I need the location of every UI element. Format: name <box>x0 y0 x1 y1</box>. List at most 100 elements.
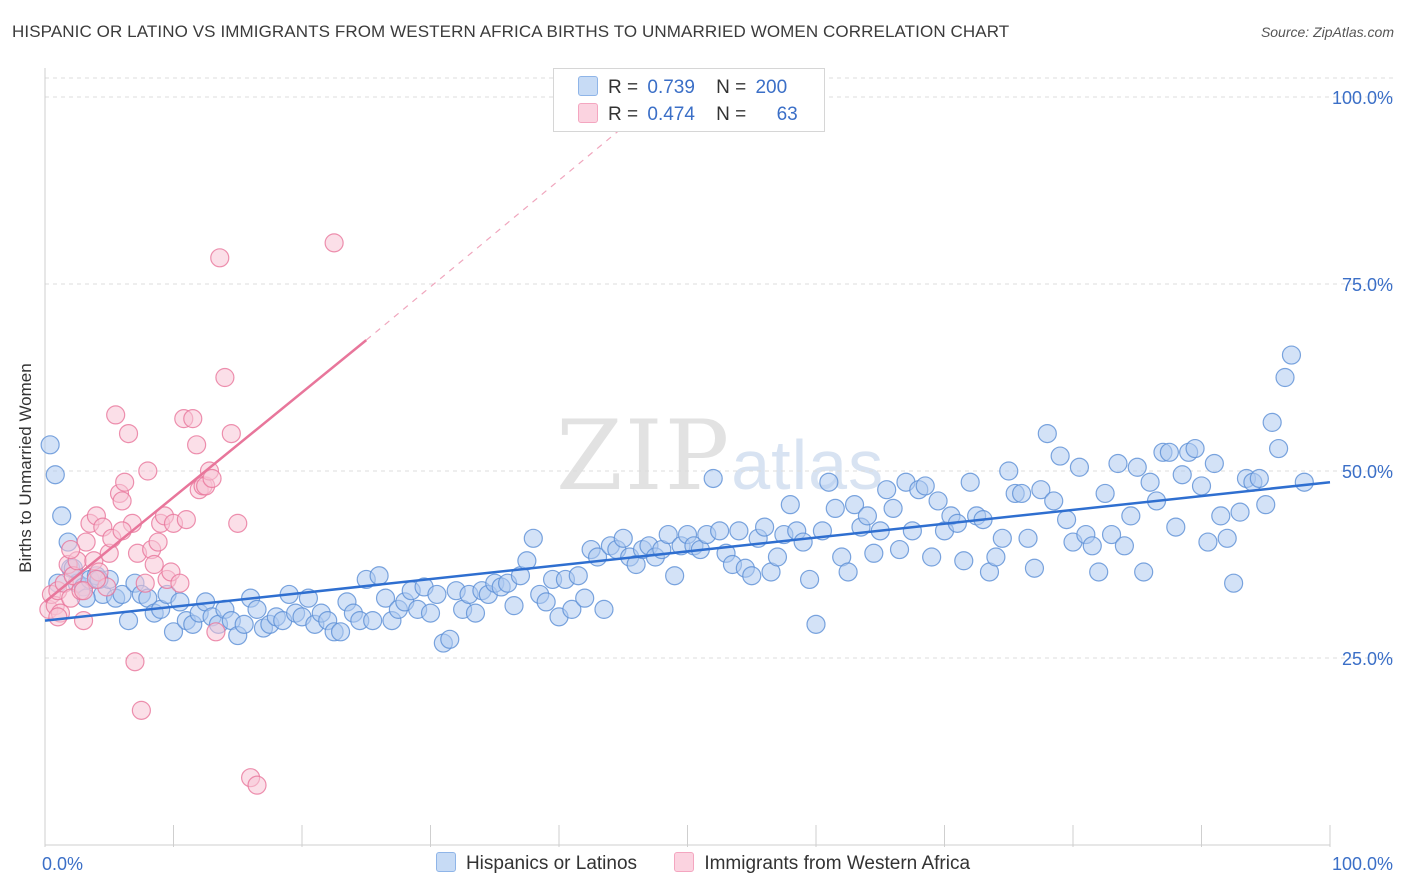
hispanic-point <box>1082 536 1102 556</box>
hispanic-point <box>992 528 1012 548</box>
y-tick-label: 100.0% <box>1332 88 1393 108</box>
hispanic-point <box>1114 536 1135 556</box>
legend-r-value: 0.474 <box>647 104 695 125</box>
western-africa-point <box>61 539 81 560</box>
hispanic-point <box>427 584 447 605</box>
hispanic-point <box>568 566 588 586</box>
western-africa-point <box>73 610 94 631</box>
hispanic-point <box>1050 446 1070 466</box>
hispanic-point <box>658 524 678 545</box>
source-label: Source: ZipAtlas.com <box>1260 24 1394 40</box>
legend-row-hispanic: R = 0.739 N = 200 <box>578 76 787 100</box>
legend-n-value: 200 <box>755 77 788 98</box>
hispanic-point <box>1204 453 1224 474</box>
hispanic-point <box>1095 483 1115 504</box>
western-africa-point <box>48 607 68 627</box>
hispanic-point <box>1031 480 1051 500</box>
hispanic-point <box>780 495 800 515</box>
western-africa-trend-line <box>44 339 368 603</box>
y-axis-label: Births to Unmarried Women <box>16 363 35 573</box>
hispanic-point <box>1224 573 1244 593</box>
western-africa-point <box>76 532 96 552</box>
hispanic-point <box>1198 532 1218 552</box>
hispanic-point <box>170 592 190 612</box>
hispanic-point <box>163 622 184 642</box>
y-tick-label: 25.0% <box>1342 649 1393 669</box>
hispanic-point <box>1037 424 1057 444</box>
hispanic-point <box>247 599 267 619</box>
western-africa-point <box>183 409 203 429</box>
hispanic-point <box>465 603 486 623</box>
legend-swatch-western-africa <box>578 103 598 123</box>
hispanic-point <box>1089 562 1109 582</box>
western-africa-point <box>112 491 132 511</box>
hispanic-point <box>883 498 903 518</box>
hispanic-point <box>806 614 826 634</box>
hispanic-point <box>1101 524 1122 545</box>
legend-swatch-hispanic <box>578 76 598 96</box>
hispanic-point <box>1185 438 1205 459</box>
hispanic-trend-line <box>44 480 1331 622</box>
hispanic-point <box>504 596 524 616</box>
hispanic-point <box>1262 412 1282 432</box>
hispanic-point <box>1166 517 1186 537</box>
hispanic-point <box>1108 453 1128 474</box>
hispanic-point <box>1230 502 1250 522</box>
hispanic-point <box>375 588 396 608</box>
western-africa-point <box>112 521 132 541</box>
western-africa-point <box>148 532 168 552</box>
western-africa-point <box>187 435 207 455</box>
y-tick-label: 50.0% <box>1342 462 1393 482</box>
hispanic-point <box>40 435 60 455</box>
western-africa-point <box>170 573 190 593</box>
watermark-atlas: atlas <box>731 426 885 504</box>
hispanic-point <box>1268 438 1289 459</box>
western-africa-point <box>131 700 151 720</box>
legend-r-label: R = <box>608 77 639 98</box>
hispanic-point <box>1191 476 1212 496</box>
western-africa-point <box>118 424 139 444</box>
western-africa-point <box>144 554 164 575</box>
hispanic-point <box>1056 510 1077 530</box>
hispanic-point <box>330 622 351 642</box>
hispanic-point <box>767 547 788 567</box>
hispanic-point <box>52 506 72 526</box>
watermark: ZIPatlas <box>556 400 884 512</box>
hispanic-point <box>1294 472 1314 492</box>
hispanic-point <box>1172 465 1192 485</box>
hispanic-point <box>536 592 556 612</box>
western-africa-point <box>210 248 230 268</box>
hispanic-point <box>45 465 65 485</box>
western-africa-point <box>115 472 135 492</box>
hispanic-point <box>594 599 614 619</box>
hispanic-point <box>1275 367 1295 388</box>
western-africa-point <box>247 775 267 795</box>
hispanic-point <box>363 610 383 631</box>
hispanic-point <box>729 521 749 541</box>
hispanic-point <box>1217 528 1237 548</box>
hispanic-point <box>857 506 878 526</box>
hispanic-point <box>1018 528 1038 548</box>
hispanic-point <box>118 610 139 631</box>
hispanic-point <box>1211 506 1231 526</box>
series-legend-label: Hispanics or Latinos <box>465 853 638 874</box>
western-africa-point <box>206 622 226 642</box>
hispanic-point <box>562 599 582 619</box>
series-legend-label: Immigrants from Western Africa <box>704 853 971 874</box>
hispanic-point <box>710 521 730 541</box>
hispanic-point <box>902 521 922 541</box>
hispanic-point <box>1011 483 1032 504</box>
western-africa-point <box>135 573 155 593</box>
hispanic-point <box>1024 558 1045 578</box>
hispanic-point <box>112 584 132 605</box>
hispanic-point <box>1121 506 1141 526</box>
western-africa-point <box>138 461 158 481</box>
western-africa-point <box>106 405 126 425</box>
hispanic-point <box>1127 457 1147 477</box>
western-africa-point <box>324 233 344 253</box>
hispanic-point <box>960 472 980 492</box>
legend-n-label: N = <box>716 77 747 98</box>
hispanic-point <box>954 551 974 571</box>
legend-n-value: 63 <box>776 104 798 125</box>
series-swatch-western-africa <box>674 852 695 872</box>
